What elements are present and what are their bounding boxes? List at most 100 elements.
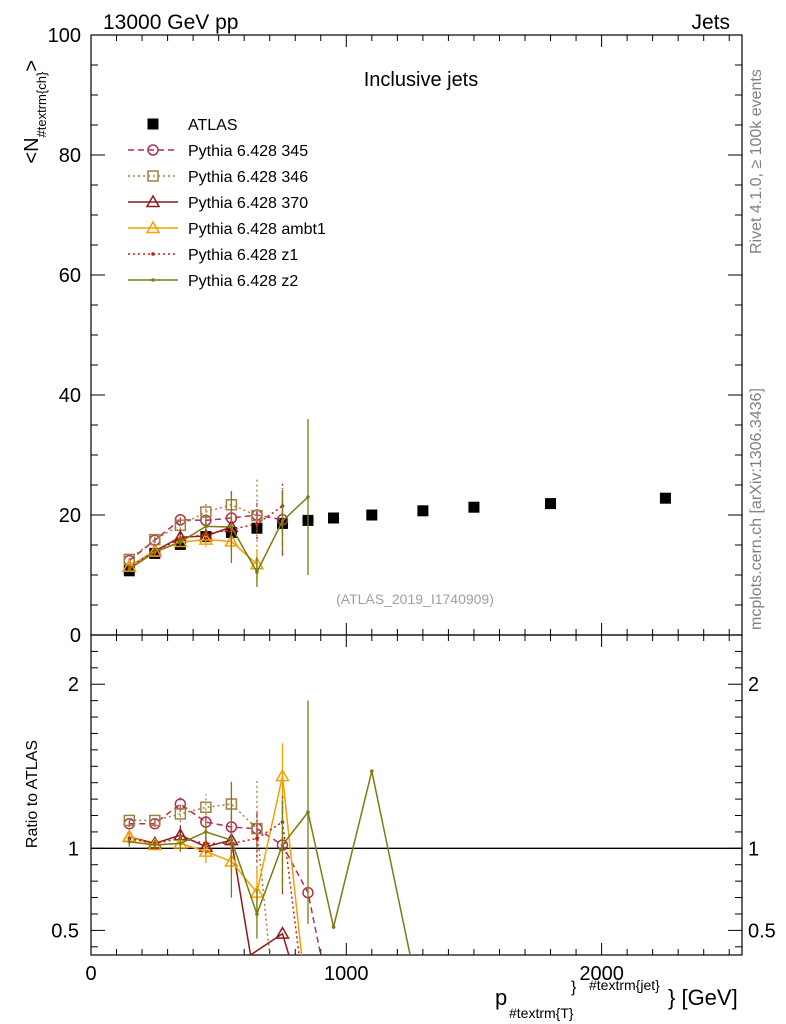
data-point — [468, 501, 480, 513]
data-point — [275, 768, 290, 782]
data-point — [147, 144, 159, 156]
ratio-line — [129, 775, 303, 955]
ratio-series-0 — [123, 795, 322, 955]
legend-item: Pythia 6.428 ambt1 — [128, 220, 326, 238]
x-tick-label: 2000 — [579, 963, 624, 985]
data-point — [178, 841, 183, 846]
chart-title: Inclusive jets — [364, 69, 479, 91]
data-point — [251, 509, 263, 522]
data-point — [123, 814, 136, 827]
ratio-axes: 0 1000 2000 0.5 0.5 1 1 2 2 — [51, 35, 776, 985]
svg-text:#textrm{T}: #textrm{T} — [509, 1005, 574, 1021]
y-tick-label: 80 — [59, 145, 81, 167]
ratio-frame — [90, 634, 743, 956]
x-tick-label: 0 — [85, 963, 96, 985]
data-point — [306, 810, 310, 815]
data-point — [251, 822, 263, 835]
legend-item: Pythia 6.428 370 — [128, 194, 308, 212]
ratio-y-tick-label: 0.5 — [51, 920, 79, 942]
data-point — [204, 830, 208, 834]
y-tick-label: 60 — [59, 265, 81, 287]
svg-text:p: p — [495, 985, 507, 1010]
svg-text:} [GeV]: } [GeV] — [668, 985, 738, 1010]
data-point — [149, 814, 161, 827]
data-point — [200, 506, 212, 518]
data-point — [147, 118, 159, 130]
data-point — [147, 170, 159, 182]
legend-label: Pythia 6.428 346 — [188, 169, 308, 186]
ratio-series-3 — [122, 743, 303, 955]
mcplots-label: mcplots.cern.ch [arXiv:1306.3436] — [748, 388, 765, 630]
data-point — [153, 550, 157, 554]
legend-label: Pythia 6.428 ambt1 — [188, 221, 326, 238]
data-point — [659, 492, 671, 504]
data-point — [229, 525, 234, 529]
ratio-line — [129, 771, 411, 955]
legend-label: Pythia 6.428 z2 — [188, 273, 298, 290]
data-point — [370, 769, 374, 774]
data-point — [198, 844, 214, 857]
y-tick-label: 100 — [48, 25, 81, 47]
legend-item: Pythia 6.428 345 — [128, 143, 308, 160]
data-point — [417, 505, 429, 517]
header-process-label: Jets — [691, 11, 730, 34]
y-tick-label: 0 — [70, 625, 81, 647]
data-point — [127, 567, 132, 571]
legend-item: Pythia 6.428 z2 — [128, 273, 298, 290]
series-line — [128, 496, 309, 574]
ratio-series-1 — [123, 779, 271, 955]
data-point — [151, 252, 155, 256]
data-point — [280, 843, 285, 847]
analysis-watermark: (ATLAS_2019_I1740909) — [336, 591, 494, 607]
legend: ATLAS Pythia 6.428 345 Pythia 6.428 346 Pyt… — [128, 117, 326, 290]
legend-label: Pythia 6.428 345 — [188, 143, 308, 160]
ratio-y-tick-label-right: 2 — [748, 674, 759, 696]
svg-text:}: } — [571, 979, 577, 996]
data-point — [306, 495, 310, 499]
ratio-y-tick-label: 2 — [68, 674, 79, 696]
series-line — [128, 538, 258, 568]
data-point — [127, 839, 132, 844]
y-tick-label: 40 — [59, 385, 81, 407]
data-point — [153, 843, 157, 847]
data-point — [366, 509, 378, 521]
x-tick-label: 1000 — [324, 963, 369, 985]
ratio-line — [129, 803, 271, 955]
data-point — [545, 498, 557, 510]
data-point — [145, 194, 161, 208]
y-tick-label: 20 — [59, 505, 81, 527]
ratio-series-5 — [127, 700, 411, 955]
legend-label: ATLAS — [188, 117, 238, 134]
series-6 — [127, 419, 310, 587]
data-point — [204, 524, 208, 529]
series-4 — [122, 532, 265, 580]
series-2 — [123, 479, 263, 566]
data-point — [200, 801, 212, 814]
data-point — [151, 278, 155, 282]
data-point — [229, 838, 234, 842]
data-point — [331, 925, 336, 929]
x-axis-label: p #textrm{T} #textrm{jet} } [GeV] } — [495, 977, 738, 1021]
legend-label: Pythia 6.428 370 — [188, 195, 308, 212]
data-point — [178, 540, 183, 544]
legend-item: Pythia 6.428 z1 — [128, 247, 298, 264]
ratio-ylabel: Ratio to ATLAS — [24, 740, 41, 848]
ratio-line — [129, 820, 300, 955]
data-point — [255, 912, 259, 916]
data-point — [255, 836, 259, 841]
legend-item: Pythia 6.428 346 — [128, 169, 308, 186]
svg-text:#textrm{jet}: #textrm{jet} — [589, 977, 660, 993]
data-point — [328, 512, 340, 524]
main-plot-area — [122, 419, 671, 587]
ratio-y-tick-label-right: 1 — [748, 838, 759, 860]
legend-label: Pythia 6.428 z1 — [188, 247, 298, 264]
ratio-y-tick-label: 1 — [68, 838, 79, 860]
header-energy-label: 13000 GeV pp — [103, 11, 238, 34]
data-point — [280, 519, 285, 523]
legend-item: ATLAS — [147, 117, 238, 134]
data-point — [145, 220, 161, 234]
rivet-version-label: Rivet 4.1.0, ≥ 100k events — [748, 69, 765, 254]
ratio-plot-area — [91, 700, 742, 955]
data-point — [275, 926, 290, 939]
